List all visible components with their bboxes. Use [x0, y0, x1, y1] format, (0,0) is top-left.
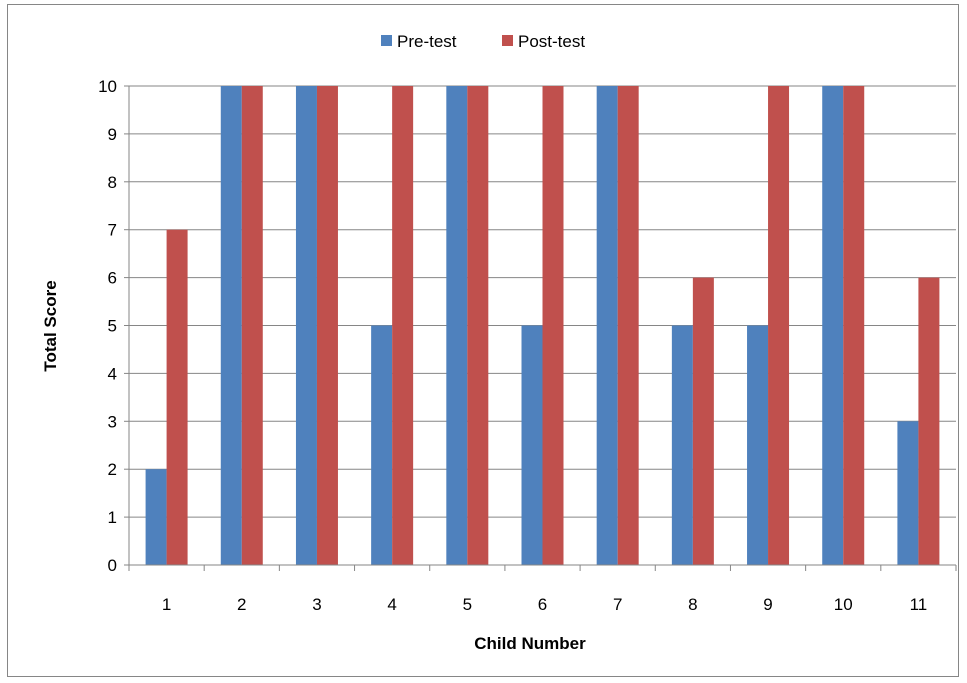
bar-post-test-child-5	[467, 86, 489, 565]
x-tick-label: 9	[763, 595, 772, 614]
x-tick-label: 10	[834, 595, 853, 614]
legend-label-post-test: Post-test	[518, 32, 585, 51]
x-tick-label: 7	[613, 595, 622, 614]
x-tick-label: 8	[688, 595, 697, 614]
y-axis-title: Total Score	[41, 280, 60, 371]
bar-pre-test-child-6	[521, 325, 543, 565]
y-tick-label: 0	[108, 556, 117, 575]
bar-post-test-child-8	[692, 277, 714, 565]
y-tick-label: 8	[108, 173, 117, 192]
bar-pre-test-child-10	[822, 86, 844, 565]
x-tick-label: 3	[312, 595, 321, 614]
y-tick-label: 1	[108, 508, 117, 527]
bar-pre-test-child-4	[371, 325, 393, 565]
axes	[124, 85, 957, 571]
bar-post-test-child-3	[316, 86, 338, 565]
legend-swatch-pre-test	[381, 35, 392, 46]
bar-post-test-child-2	[241, 86, 263, 565]
x-tick-label: 1	[162, 595, 171, 614]
y-tick-label: 6	[108, 269, 117, 288]
legend: Pre-test Post-test	[381, 32, 585, 51]
y-tick-label: 7	[108, 221, 117, 240]
bar-post-test-child-1	[166, 229, 188, 565]
x-tick-label: 5	[463, 595, 472, 614]
y-tick-label: 9	[108, 125, 117, 144]
legend-swatch-post-test	[502, 35, 513, 46]
y-tick-label: 10	[98, 77, 117, 96]
bar-post-test-child-10	[843, 86, 865, 565]
bar-post-test-child-4	[392, 86, 414, 565]
x-tick-labels: 1 2 3 4 5 6 7 8 9 10 11	[162, 595, 927, 614]
bar-post-test-child-6	[542, 86, 564, 565]
x-tick-label: 6	[538, 595, 547, 614]
bar-pre-test-child-2	[220, 86, 242, 565]
y-tick-label: 4	[108, 364, 117, 383]
bar-pre-test-child-11	[897, 421, 919, 565]
bar-post-test-child-11	[918, 277, 940, 565]
bar-post-test-child-9	[768, 86, 790, 565]
x-tick-label: 4	[387, 595, 396, 614]
y-tick-label: 3	[108, 412, 117, 431]
bar-pre-test-child-7	[596, 86, 618, 565]
bars	[145, 86, 940, 565]
x-tick-label: 2	[237, 595, 246, 614]
bar-post-test-child-7	[617, 86, 639, 565]
bar-pre-test-child-1	[145, 469, 167, 565]
x-tick-label: 11	[910, 595, 928, 614]
x-axis-title: Child Number	[474, 634, 586, 653]
y-tick-label: 2	[108, 460, 117, 479]
y-tick-label: 5	[108, 317, 117, 336]
legend-label-pre-test: Pre-test	[397, 32, 457, 51]
bar-pre-test-child-3	[295, 86, 317, 565]
bar-pre-test-child-8	[671, 325, 693, 565]
bar-pre-test-child-9	[747, 325, 769, 565]
y-tick-labels: 0 1 2 3 4 5 6 7 8 9 10	[98, 77, 117, 575]
bar-pre-test-child-5	[446, 86, 468, 565]
